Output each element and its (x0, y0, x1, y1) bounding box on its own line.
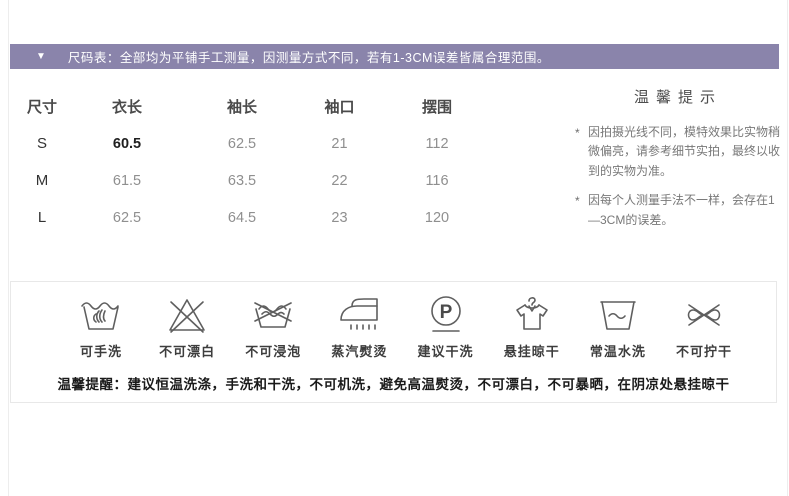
content-card (8, 0, 788, 496)
col-header-length: 衣长 (111, 99, 142, 116)
collapse-triangle-icon: ▼ (36, 50, 46, 62)
care-item: 常温水洗 (580, 293, 656, 360)
row-s-sleeve: 62.5 (227, 135, 257, 152)
tip-item: * 因每个人测量手法不一样，会存在1—3CM的误差。 (575, 191, 781, 230)
size-chart-header-bar[interactable]: ▼ 尺码表：全部均为平铺手工测量，因测量方式不同，若有1-3CM误差皆属合理范围… (10, 44, 779, 69)
hang-dry-icon (515, 297, 548, 330)
care-item: 不可拧干 (666, 293, 742, 360)
dry-clean-letter: P (439, 302, 452, 323)
care-label: 蒸汽熨烫 (331, 344, 388, 359)
care-reminder-text: 建议恒温洗涤，手洗和干洗，不可机洗，避免高温熨烫，不可漂白，不可暴晒，在阴凉处悬… (127, 377, 730, 392)
care-label: 不可漂白 (159, 344, 216, 359)
row-m-cuff: 22 (331, 172, 348, 189)
dry-clean-icon: P (430, 296, 461, 332)
steam-iron-icon (340, 298, 379, 330)
row-s-cuff: 21 (331, 135, 348, 152)
warm-wash-icon (600, 301, 636, 330)
row-m-sleeve: 63.5 (227, 172, 257, 189)
hand-wash-icon (81, 302, 119, 330)
no-wring-icon (687, 304, 721, 326)
tips-panel: 温馨提示 * 因拍摄光线不同，模特效果比实物稍微偏亮，请参考细节实拍，最终以收到… (575, 86, 781, 240)
row-l-cuff: 23 (331, 209, 348, 226)
care-label: 建议干洗 (417, 344, 474, 359)
col-header-size: 尺寸 (26, 99, 57, 116)
row-s-length: 60.5 (112, 135, 142, 152)
col-header-sleeve: 袖长 (226, 99, 257, 116)
asterisk-marker: * (575, 126, 580, 140)
no-bleach-icon (169, 299, 205, 333)
no-soak-icon (254, 302, 293, 328)
care-reminder-label: 温馨提醒： (57, 377, 128, 392)
care-label: 不可浸泡 (245, 344, 302, 359)
care-icons-row: 可手洗 不可漂白 不可浸泡 (11, 282, 776, 360)
care-label: 可手洗 (79, 344, 122, 359)
care-item: P 建议干洗 (408, 293, 484, 360)
row-l-size: L (37, 209, 47, 226)
care-instructions-box: 可手洗 不可漂白 不可浸泡 (10, 281, 777, 403)
col-header-cuff: 袖口 (324, 99, 355, 116)
care-item: 不可浸泡 (235, 293, 311, 360)
tip-item: * 因拍摄光线不同，模特效果比实物稍微偏亮，请参考细节实拍，最终以收到的实物为准… (575, 123, 781, 181)
care-item: 悬挂晾干 (494, 293, 570, 360)
row-m-length: 61.5 (112, 172, 142, 189)
row-l-hem: 120 (424, 209, 450, 226)
row-m-hem: 116 (425, 172, 449, 189)
row-m-size: M (35, 172, 49, 189)
care-item: 可手洗 (63, 293, 139, 360)
row-s-hem: 112 (425, 135, 449, 152)
col-header-hem: 摆围 (421, 99, 452, 116)
tip-text: 因拍摄光线不同，模特效果比实物稍微偏亮，请参考细节实拍，最终以收到的实物为准。 (588, 125, 781, 178)
care-item: 蒸汽熨烫 (321, 293, 397, 360)
care-item: 不可漂白 (149, 293, 225, 360)
row-s-size: S (36, 135, 47, 152)
size-table: 尺寸 衣长 袖长 袖口 摆围 S 60.5 62.5 21 112 M 61.5… (22, 88, 472, 236)
row-l-sleeve: 64.5 (227, 209, 257, 226)
care-label: 常温水洗 (589, 344, 646, 359)
size-chart-header-text: 尺码表：全部均为平铺手工测量，因测量方式不同，若有1-3CM误差皆属合理范围。 (67, 51, 550, 65)
care-label: 不可拧干 (675, 344, 732, 359)
care-label: 悬挂晾干 (503, 344, 560, 359)
tips-title: 温馨提示 (633, 89, 722, 106)
row-l-length: 62.5 (112, 209, 142, 226)
care-reminder: 温馨提醒：建议恒温洗涤，手洗和干洗，不可机洗，避免高温熨烫，不可漂白，不可暴晒，… (11, 373, 776, 393)
asterisk-marker: * (575, 194, 580, 209)
tip-text: 因每个人测量手法不一样，会存在1—3CM的误差。 (588, 193, 775, 227)
